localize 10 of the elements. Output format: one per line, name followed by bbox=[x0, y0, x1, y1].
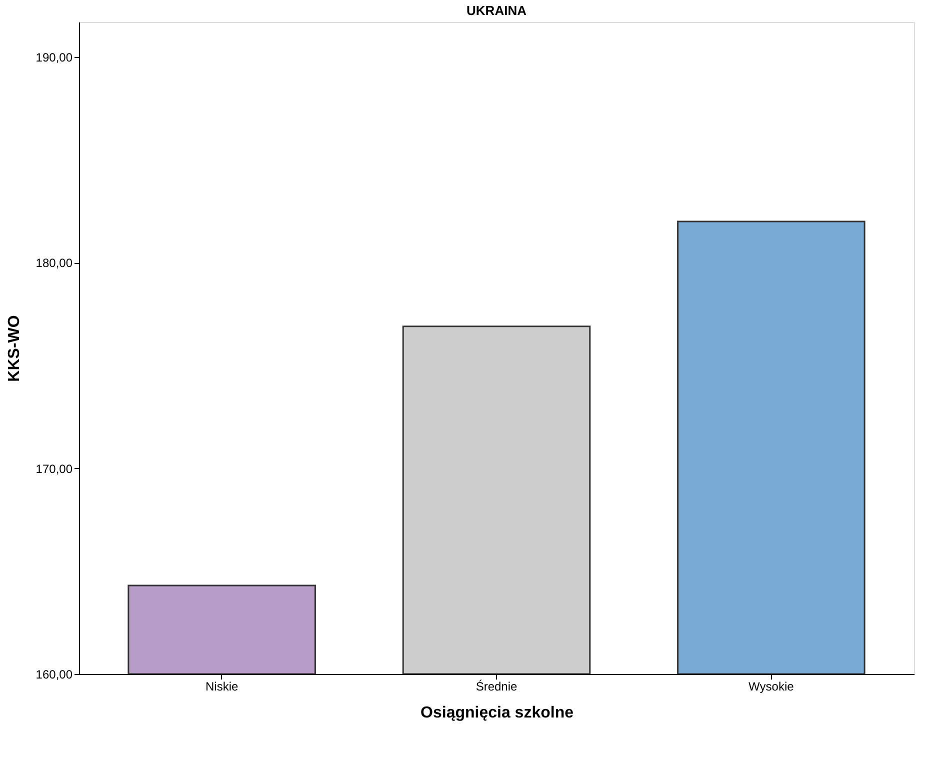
chart-title: UKRAINA bbox=[466, 3, 528, 18]
y-tick-label: 190,00 bbox=[36, 50, 73, 64]
y-tick-label: 170,00 bbox=[36, 462, 73, 476]
y-tick-label: 160,00 bbox=[36, 668, 73, 682]
x-tick-label: Wysokie bbox=[748, 680, 794, 694]
x-tick-label: Średnie bbox=[476, 680, 518, 694]
y-axis-title: KKS-WO bbox=[6, 315, 23, 382]
y-tick-label: 180,00 bbox=[36, 256, 73, 270]
x-axis-title: Osiągnięcia szkolne bbox=[420, 704, 574, 722]
x-tick-label: Niskie bbox=[205, 680, 238, 694]
